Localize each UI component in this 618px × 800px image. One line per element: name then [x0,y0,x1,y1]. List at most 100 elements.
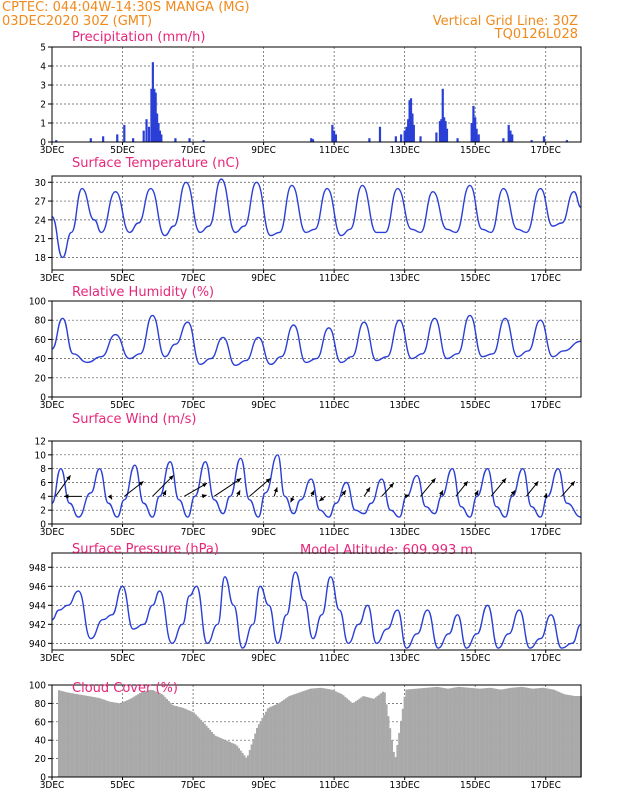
cloud-bar [68,692,71,777]
precip-bar [411,113,414,142]
y-tick-label: 0 [40,393,46,404]
x-tick-label: 17DEC [531,780,561,791]
precip-bar [153,88,156,142]
y-tick-label: 0 [40,773,46,784]
y-tick-label: 100 [29,681,46,692]
precip-bar [438,121,442,142]
cloud-bar [385,704,388,777]
cloud-bar [500,689,503,777]
wind-arrowhead [273,487,278,493]
cloud-bar [77,694,80,777]
wind-arrowhead [438,490,443,496]
precip-bar [174,138,177,142]
cloud-bar [400,720,402,777]
cloud-bar [396,744,399,777]
cloud-bar [522,687,525,777]
y-tick-label: 21 [35,234,46,245]
precip-bar [147,126,151,142]
cloud-bar [95,697,98,777]
cloud-bar [146,690,149,777]
x-tick-label: 15DEC [460,653,490,664]
cloud-bar [306,689,309,777]
panel-frame [51,175,582,271]
cloud-bar [261,717,264,777]
y-tick-label: 948 [29,563,46,574]
cloud-bar [293,694,296,777]
cloud-bar [565,694,568,777]
cloud-bar [142,691,145,777]
cloud-bar [533,688,536,777]
cloud-bar [373,698,375,777]
cloud-bar [151,689,154,777]
cloud-bar [281,700,284,777]
precip-bar [435,132,438,142]
wind-arrow [249,477,271,497]
precip-bar [311,139,315,142]
cloud-bar [198,718,201,777]
x-tick-label: 7DEC [181,780,206,791]
precip-bar [155,113,159,142]
cloud-bar [403,696,406,777]
cloud-bar [414,688,417,777]
cloud-bar [247,755,249,777]
cloud-bar [488,687,491,777]
cloud-bar [203,723,206,777]
wind-arrow [213,477,242,497]
cloud-bar [153,690,156,777]
cloud-bar [531,688,534,777]
cloud-bar [248,749,251,777]
cloud-bar [239,750,242,777]
cloud-bar [529,688,532,777]
cloud-bar [322,688,325,777]
precip-bar [456,138,459,142]
cloud-bar [472,688,474,777]
precip-bar [443,117,446,142]
x-tick-label: 11DEC [319,273,349,284]
precip-bar [160,134,163,142]
header-grid-note: Vertical Grid Line: 30Z [433,14,578,29]
cloud-bar [328,689,330,777]
cloud-bar [329,689,332,777]
cloud-bar [272,705,275,777]
wind-arrowhead [404,494,410,499]
precip-bar [116,134,119,142]
cloud-bar [491,688,494,777]
cloud-bar [499,689,501,777]
precip-bar [472,105,475,142]
cloud-bar [464,687,467,777]
wind-arrowhead [236,490,241,496]
cloud-bar [279,702,282,777]
precip-bar [474,117,477,142]
cloud-bar [263,714,266,777]
x-tick-label: 11DEC [319,527,349,538]
wind-arrowhead [510,490,516,496]
cloud-bar [182,707,185,777]
cloud-bar [135,695,138,777]
wind-arrowhead [501,478,507,484]
x-tick-label: 9DEC [251,527,276,538]
cloud-bar [468,687,471,777]
precip-bar [475,128,478,142]
precip-bar [441,88,444,142]
wind-arrowhead [474,490,479,496]
cloud-bar [61,691,64,777]
precip-bar [157,123,160,142]
precip-bar [419,136,422,142]
cloud-bar [241,752,244,777]
wind-arrowhead [543,493,548,499]
x-tick-label: 15DEC [460,145,490,156]
cloud-bar [310,688,312,777]
model-altitude: Model Altitude: 609.993 m [300,543,473,558]
cloud-bar [270,706,273,777]
cloud-bar [466,687,469,777]
wind-arrowhead [290,497,295,503]
precip-bar [378,126,382,142]
cloud-bar [508,688,510,777]
cloud-bar [292,694,294,777]
x-tick-label: 7DEC [181,527,206,538]
cloud-bar [106,700,109,777]
cloud-bar [428,687,431,777]
cloud-bar [454,687,456,777]
cloud-bar [497,689,500,777]
cloud-bar [448,688,451,777]
